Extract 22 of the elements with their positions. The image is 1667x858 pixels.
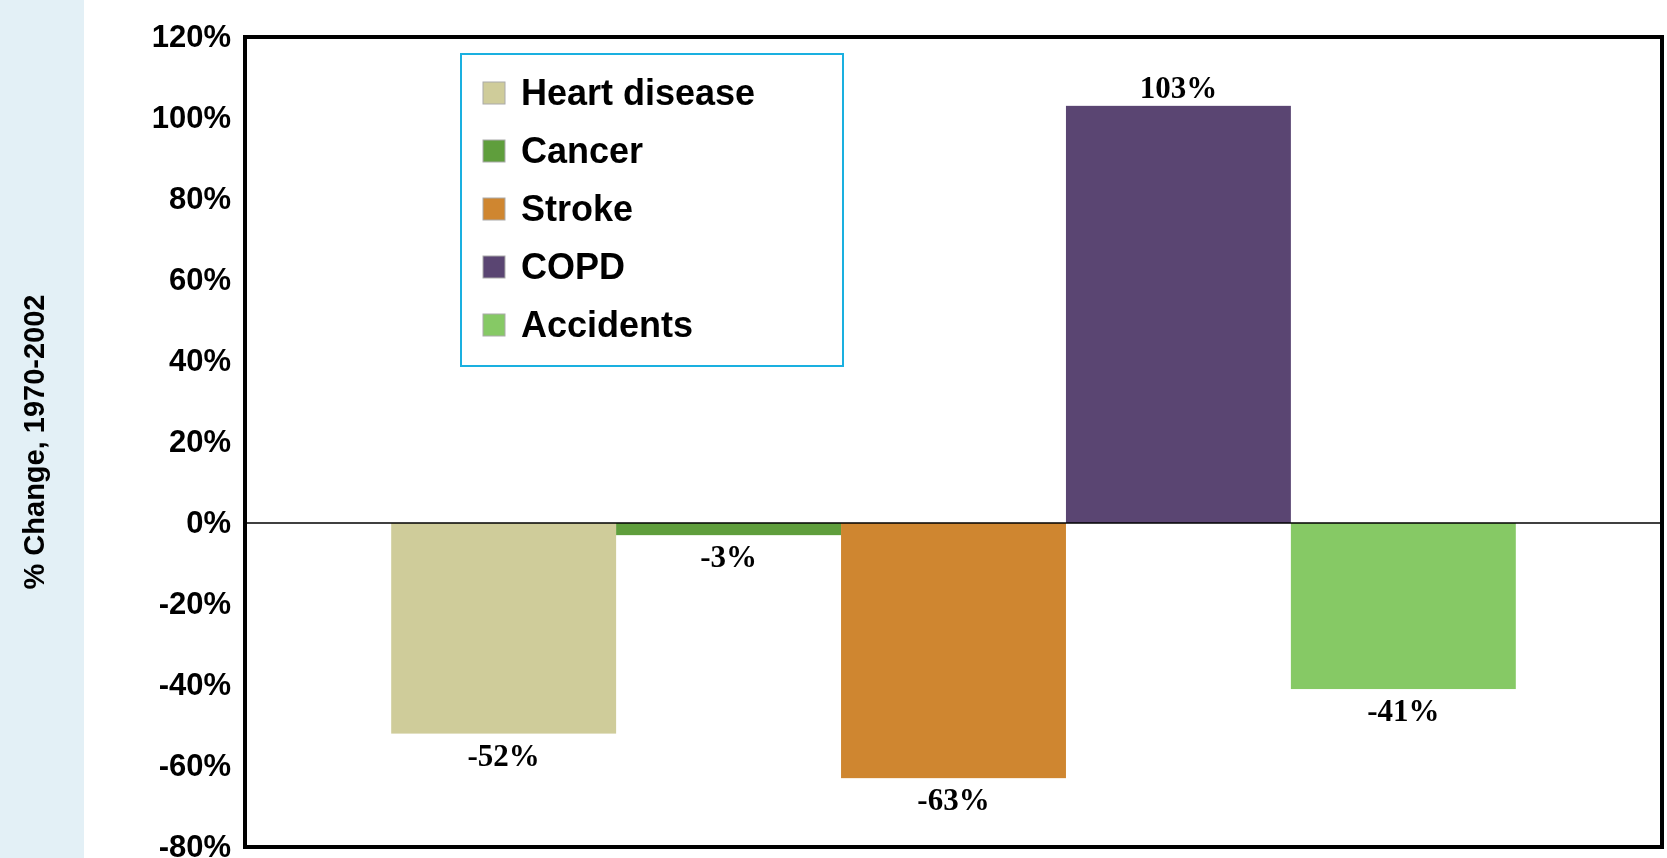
legend-label: Accidents [521, 304, 694, 345]
y-tick-label: -60% [158, 748, 231, 784]
y-tick-label: -40% [158, 667, 231, 703]
y-tick-label: -20% [158, 586, 231, 622]
legend-label: Cancer [521, 130, 644, 171]
y-tick-label: 0% [186, 505, 231, 541]
data-label: -41% [1367, 693, 1440, 729]
legend-label: COPD [521, 246, 626, 287]
y-tick-label: -80% [158, 829, 231, 858]
data-label: -52% [467, 737, 540, 773]
data-label: -63% [917, 782, 990, 818]
legend-label: Stroke [521, 188, 634, 229]
y-tick-label: 80% [168, 181, 231, 217]
y-tick-label: 20% [168, 424, 231, 460]
y-tick-label: 40% [168, 343, 231, 379]
data-label: -3% [700, 539, 757, 575]
y-tick-label: 120% [151, 19, 231, 55]
y-tick-label: 100% [151, 100, 231, 136]
data-label: 103% [1139, 69, 1218, 105]
legend-label: Heart disease [521, 72, 756, 113]
y-tick-label: 60% [168, 262, 231, 298]
y-axis-title: % Change, 1970-2002 [18, 294, 50, 590]
